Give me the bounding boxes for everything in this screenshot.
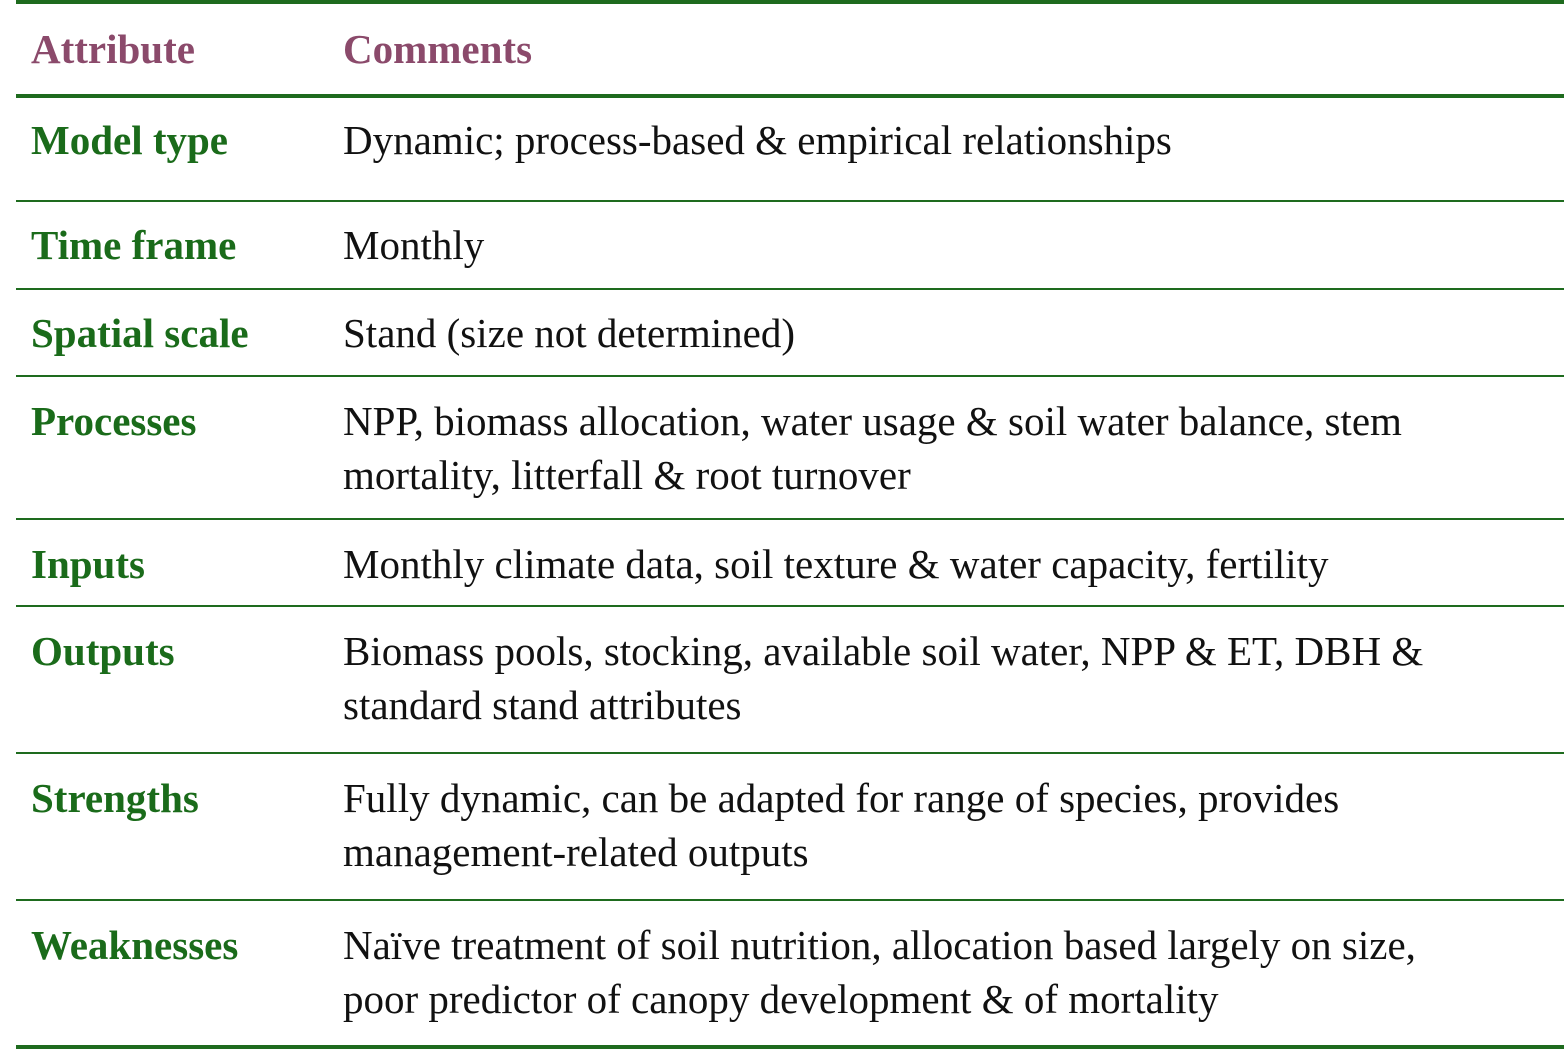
comment-model-type: Dynamic; process-based & empirical relat… — [343, 113, 1543, 167]
header-attribute: Attribute — [31, 26, 195, 72]
attribute-inputs: Inputs — [31, 541, 145, 587]
attribute-time-frame: Time frame — [31, 222, 237, 268]
header-comments: Comments — [343, 26, 533, 72]
comment-time-frame: Monthly — [343, 218, 1543, 272]
comment-line: Stand (size not determined) — [343, 310, 796, 356]
attribute-strengths: Strengths — [31, 775, 199, 821]
comment-outputs: Biomass pools, stocking, available soil … — [343, 624, 1543, 732]
comment-line: Fully dynamic, can be adapted for range … — [343, 775, 1340, 821]
comment-line: management-related outputs — [343, 829, 809, 875]
row-divider — [16, 752, 1564, 754]
comment-line: Biomass pools, stocking, available soil … — [343, 628, 1424, 674]
row-divider — [16, 605, 1564, 607]
comment-line: Naïve treatment of soil nutrition, alloc… — [343, 922, 1416, 968]
comment-inputs: Monthly climate data, soil texture & wat… — [343, 537, 1543, 591]
comment-strengths: Fully dynamic, can be adapted for range … — [343, 771, 1543, 879]
table-bottom-rule — [16, 1045, 1564, 1049]
comment-line: mortality, litterfall & root turnover — [343, 452, 911, 498]
row-divider — [16, 375, 1564, 377]
attribute-outputs: Outputs — [31, 628, 175, 674]
comment-weaknesses: Naïve treatment of soil nutrition, alloc… — [343, 918, 1543, 1026]
row-divider — [16, 200, 1564, 202]
attribute-processes: Processes — [31, 398, 197, 444]
comment-line: standard stand attributes — [343, 682, 742, 728]
attribute-model-type: Model type — [31, 117, 228, 163]
comment-line: poor predictor of canopy development & o… — [343, 976, 1219, 1022]
header-bottom-rule — [16, 94, 1564, 98]
comment-line: Monthly — [343, 222, 485, 268]
row-divider — [16, 518, 1564, 520]
table-top-rule — [16, 0, 1564, 4]
row-divider — [16, 899, 1564, 901]
comment-spatial-scale: Stand (size not determined) — [343, 306, 1543, 360]
row-divider — [16, 288, 1564, 290]
comment-line: NPP, biomass allocation, water usage & s… — [343, 398, 1402, 444]
attribute-weaknesses: Weaknesses — [31, 922, 239, 968]
attribute-spatial-scale: Spatial scale — [31, 310, 249, 356]
comment-line: Dynamic; process-based & empirical relat… — [343, 117, 1172, 163]
comment-processes: NPP, biomass allocation, water usage & s… — [343, 394, 1543, 502]
comment-line: Monthly climate data, soil texture & wat… — [343, 541, 1329, 587]
